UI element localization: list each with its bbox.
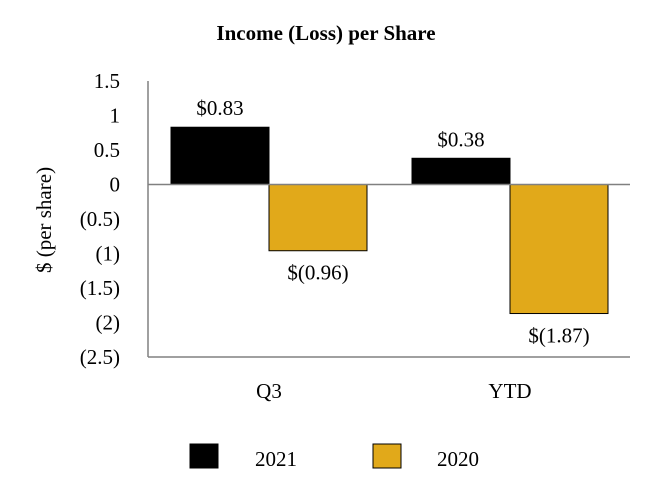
y-tick-label: 1.5	[94, 69, 120, 93]
bar-2021-q3	[170, 126, 270, 186]
x-category-label: YTD	[488, 379, 531, 403]
data-label: $(1.87)	[528, 324, 589, 348]
bar-2020-q3	[268, 184, 368, 252]
y-tick-label: 0	[110, 173, 121, 197]
legend-label: 2020	[437, 447, 479, 471]
y-tick-label: (2.5)	[80, 345, 120, 369]
data-label: $(0.96)	[287, 261, 348, 285]
plot-area: 1.5 1 0.5 0 (0.5) (1) (1.5) (2) (2.5) $0.83 $(0.96…	[80, 69, 630, 403]
y-tick-label: 1	[110, 104, 121, 128]
chart-title: Income (Loss) per Share	[216, 21, 435, 45]
legend-swatch-2021	[189, 443, 219, 469]
bar-2020-ytd	[509, 184, 609, 315]
legend: 2021 2020	[189, 443, 479, 471]
data-label: $0.38	[437, 127, 484, 151]
y-tick-label: (2)	[96, 311, 121, 335]
y-axis-label: $ (per share)	[32, 167, 56, 273]
legend-swatch-2020	[372, 443, 402, 469]
data-label: $0.83	[196, 96, 243, 120]
x-category-label: Q3	[256, 379, 282, 403]
legend-label: 2021	[255, 447, 297, 471]
y-tick-label: 0.5	[94, 138, 120, 162]
bar-2021-ytd	[411, 157, 511, 185]
y-tick-label: (1.5)	[80, 276, 120, 300]
y-tick-label: (0.5)	[80, 207, 120, 231]
y-tick-label: (1)	[96, 242, 121, 266]
